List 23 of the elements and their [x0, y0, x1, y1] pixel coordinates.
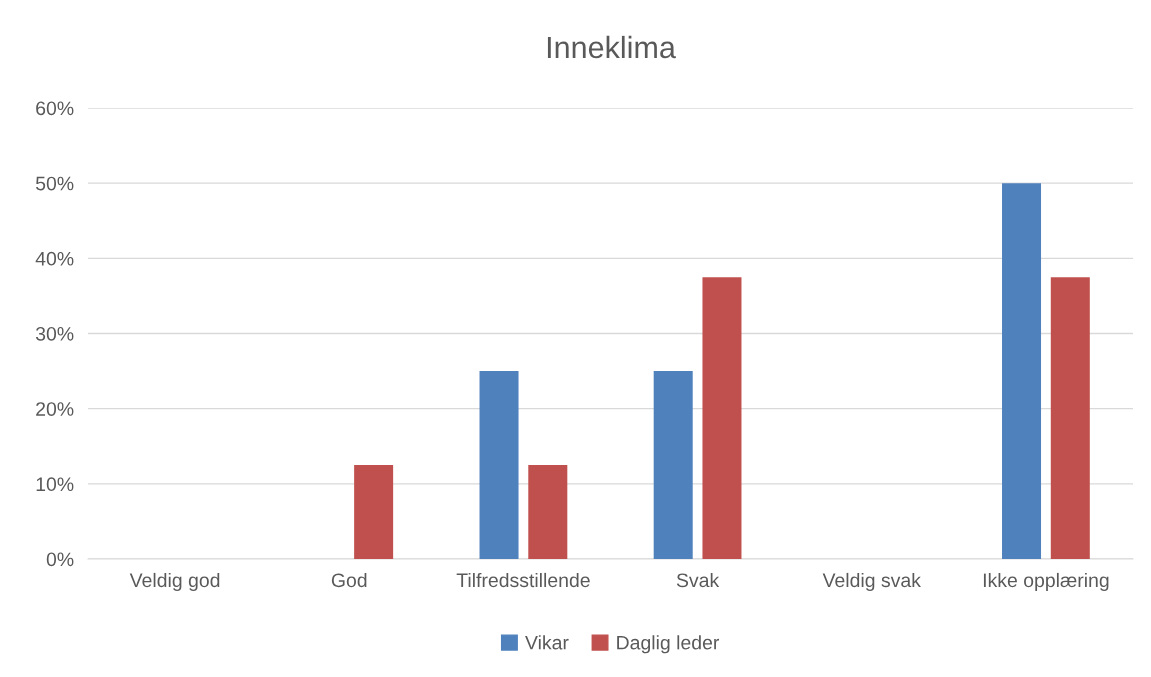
y-tick-label: 40% — [35, 251, 74, 266]
bar — [528, 465, 568, 559]
bar — [1050, 277, 1090, 559]
y-tick-label: 0% — [46, 552, 74, 567]
bar — [1002, 183, 1042, 559]
y-tick-label: 20% — [36, 402, 74, 416]
x-tick-label: Svak — [676, 572, 720, 588]
y-tick-label: 10% — [36, 477, 74, 492]
y-tick-label: 50% — [35, 176, 74, 191]
y-tick-label: 30% — [35, 326, 74, 341]
bar — [479, 371, 519, 559]
x-tick-label: Veldig god — [129, 572, 220, 592]
x-tick-label: Tilfredsstillende — [456, 572, 590, 588]
bar — [354, 465, 394, 559]
legend-label: Vikar — [525, 635, 569, 650]
x-tick-label: Veldig svak — [822, 572, 921, 592]
legend-label: Daglig leder — [617, 635, 720, 654]
y-tick-label: 60% — [36, 101, 74, 116]
x-tick-label: God — [331, 572, 367, 588]
bar — [702, 277, 742, 559]
bar — [653, 371, 693, 559]
chart-title: Inneklima — [547, 35, 676, 59]
x-tick-label: Ikke opplæring — [983, 572, 1109, 592]
